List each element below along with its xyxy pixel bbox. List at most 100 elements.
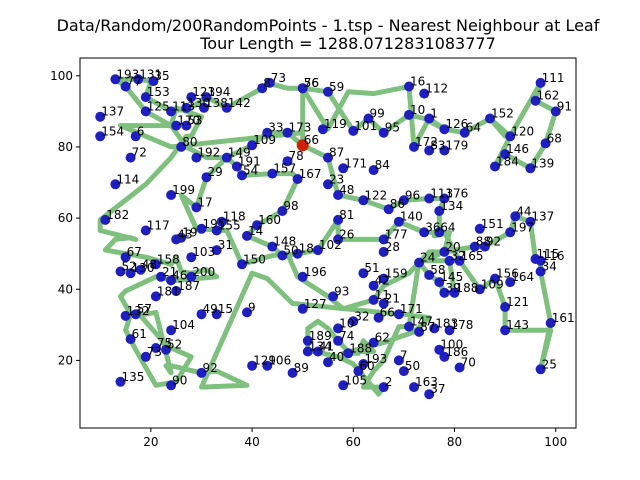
node-point: [287, 367, 298, 378]
node-point: [333, 323, 344, 334]
node-point: [535, 255, 546, 266]
node-point: [535, 266, 546, 277]
node-point: [125, 152, 136, 163]
node-label: 17: [197, 195, 212, 209]
node-point: [171, 120, 182, 131]
node-label: 159: [385, 267, 408, 281]
node-point: [120, 81, 131, 92]
node-label: 187: [177, 279, 200, 293]
node-point: [368, 165, 379, 176]
node-point: [545, 318, 556, 328]
node-label: 111: [542, 71, 565, 85]
node-label: 8: [263, 76, 271, 90]
node-point: [148, 76, 159, 87]
node-point: [130, 309, 141, 320]
node-label: 11: [375, 288, 390, 302]
node-label: 172: [415, 135, 438, 149]
node-label: 16: [410, 75, 425, 89]
node-point: [323, 86, 333, 97]
node-label: 61: [132, 327, 147, 341]
node-point: [252, 220, 263, 231]
node-point: [181, 120, 192, 131]
node-point: [150, 259, 161, 270]
node-point: [257, 83, 268, 94]
node-point: [95, 111, 106, 122]
node-point: [434, 206, 445, 216]
node-label: 104: [172, 318, 195, 332]
x-tick-label: 20: [143, 435, 158, 449]
node-point: [166, 275, 177, 286]
node-label: 50: [405, 359, 420, 373]
node-label: 193: [364, 352, 387, 366]
node-point: [247, 140, 258, 151]
node-point: [125, 268, 136, 279]
node-label: 127: [304, 297, 327, 311]
node-point: [358, 268, 369, 279]
node-point: [333, 335, 344, 346]
node-label: 57: [137, 302, 152, 316]
node-point: [348, 316, 359, 327]
node-point: [505, 227, 516, 238]
node-point: [317, 124, 328, 135]
node-point: [424, 145, 435, 156]
node-label: 20: [445, 240, 460, 254]
node-label: 122: [364, 188, 387, 202]
node-label: 146: [506, 142, 529, 156]
node-point: [191, 202, 202, 213]
node-point: [378, 234, 389, 245]
node-label: 33: [268, 121, 283, 135]
node-label: 70: [461, 356, 476, 370]
node-point: [368, 280, 379, 291]
node-point: [439, 351, 450, 362]
node-label: 130: [187, 96, 210, 110]
node-point: [323, 152, 333, 163]
node-point: [459, 127, 470, 138]
node-point: [434, 227, 445, 238]
node-label: 193: [116, 67, 139, 81]
node-point: [130, 131, 141, 142]
node-point: [181, 102, 192, 113]
node-point: [505, 131, 516, 142]
node-point: [221, 152, 232, 163]
node-point: [424, 270, 435, 280]
node-point: [323, 357, 333, 368]
node-point: [323, 179, 333, 190]
node-label: 112: [425, 82, 448, 96]
node-point: [439, 246, 450, 257]
node-point: [211, 225, 222, 236]
node-label: 173: [289, 121, 312, 135]
node-label: 66: [380, 306, 395, 320]
node-label: 9: [248, 300, 256, 314]
node-point: [474, 284, 485, 295]
node-label: 195: [203, 217, 226, 231]
node-label: 77: [127, 75, 142, 89]
node-point: [393, 355, 404, 366]
node-label: 72: [132, 146, 147, 160]
node-point: [434, 277, 445, 288]
node-label: 191: [238, 155, 261, 169]
node-label: 14: [248, 224, 263, 238]
node-point: [176, 232, 187, 243]
node-label: 84: [375, 158, 390, 172]
node-label: 52: [167, 338, 182, 352]
node-label: 130: [132, 261, 155, 275]
node-label: 52: [122, 260, 137, 274]
node-label: 155: [218, 219, 241, 233]
node-point: [120, 252, 131, 263]
node-label: 39: [445, 281, 460, 295]
node-label: 75: [157, 336, 172, 350]
node-point: [454, 255, 465, 266]
node-point: [191, 152, 202, 163]
x-tick-label: 100: [544, 435, 567, 449]
node-label: 135: [122, 370, 145, 384]
node-point: [550, 106, 561, 117]
node-label: 118: [223, 210, 246, 224]
node-point: [211, 309, 222, 320]
node-label: 181: [157, 284, 180, 298]
node-label: 176: [445, 187, 468, 201]
node-label: 137: [101, 105, 124, 119]
node-label: 140: [400, 210, 423, 224]
node-point: [166, 325, 177, 336]
node-point: [282, 156, 293, 167]
